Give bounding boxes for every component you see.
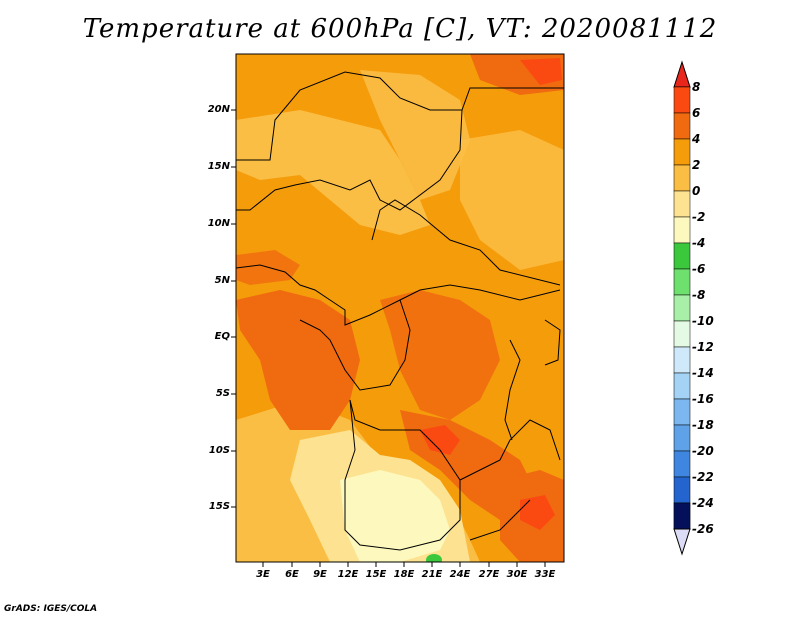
- colorbar-label: -24: [692, 496, 714, 510]
- colorbar-label: 8: [692, 80, 701, 94]
- colorbar-label: -22: [692, 470, 714, 484]
- colorbar-segment: [673, 424, 691, 452]
- colorbar-segment: [673, 450, 691, 478]
- lat-label: 20N: [207, 104, 230, 115]
- colorbar-segment: [673, 216, 691, 244]
- colorbar-segment: [673, 346, 691, 374]
- colorbar-segment: [673, 242, 691, 270]
- temperature-field: [236, 54, 564, 562]
- lon-label: 6E: [285, 569, 299, 580]
- field-region-0to2-sahara: [360, 70, 470, 200]
- map-title: Temperature at 600hPa [C], VT: 202008111…: [82, 14, 718, 44]
- colorbar-top-arrow: [673, 60, 691, 88]
- lat-label: 5S: [215, 388, 230, 399]
- lon-label: 33E: [534, 569, 556, 580]
- lat-label: EQ: [214, 331, 230, 342]
- field-region-4to6-west-coast: [236, 290, 360, 430]
- border-line: [236, 71, 564, 161]
- lon-label: 9E: [313, 569, 327, 580]
- colorbar-segment: [673, 398, 691, 426]
- lon-label: 24E: [449, 569, 471, 580]
- field-region-6to8-katanga-core: [420, 425, 460, 455]
- colorbar-segment: [673, 86, 691, 114]
- colorbar-label: -14: [692, 366, 714, 380]
- colorbar-segment: [673, 268, 691, 296]
- border-line: [459, 419, 561, 481]
- colorbar-label: -8: [692, 288, 706, 302]
- border-line: [236, 264, 561, 326]
- lat-label: 10N: [207, 218, 230, 229]
- colorbar-label: -12: [692, 340, 714, 354]
- colorbar-segment: [673, 502, 691, 530]
- lon-label: 27E: [478, 569, 500, 580]
- field-region-4to6-central: [380, 290, 500, 420]
- footer-credit: GrADS: IGES/COLA: [4, 604, 98, 614]
- colorbar-label: -2: [692, 210, 706, 224]
- border-line: [544, 319, 561, 366]
- colorbar-label: -10: [692, 314, 714, 328]
- field-region-0to2-east: [460, 130, 564, 270]
- colorbar-segment: [673, 476, 691, 504]
- colorbar-segment: [673, 320, 691, 348]
- colorbar-segment: [673, 294, 691, 322]
- lon-label: 12E: [337, 569, 359, 580]
- border-line: [371, 199, 561, 286]
- field-region-minus4to-2-south: [340, 470, 450, 562]
- border-line: [236, 109, 463, 211]
- colorbar-label: -4: [692, 236, 706, 250]
- axis-ticks: [231, 109, 546, 567]
- lon-label: 18E: [393, 569, 415, 580]
- colorbar-label: -16: [692, 392, 714, 406]
- border-line: [344, 399, 461, 551]
- colorbar-segment: [673, 164, 691, 192]
- colorbar-segment: [673, 190, 691, 218]
- plot-frame: [235, 53, 565, 563]
- lat-label: 15N: [207, 161, 230, 172]
- colorbar-label: -6: [692, 262, 706, 276]
- lat-label: 5N: [214, 275, 230, 286]
- colorbar-label: -18: [692, 418, 714, 432]
- colorbar-label: -26: [692, 522, 714, 536]
- colorbar-label: 0: [692, 184, 701, 198]
- field-region-6to8-mozambique-core: [520, 495, 555, 530]
- lon-label: 15E: [365, 569, 387, 580]
- lat-label: 15S: [208, 501, 230, 512]
- colorbar-bottom-arrow: [673, 528, 691, 556]
- lon-label: 21E: [421, 569, 443, 580]
- border-line: [299, 299, 411, 391]
- colorbar-segment: [673, 372, 691, 400]
- colorbar-label: 2: [692, 158, 701, 172]
- lat-label: 10S: [208, 445, 230, 456]
- colorbar-segment: [673, 138, 691, 166]
- field-region-6to8-sudan: [520, 58, 562, 85]
- field-region-0to2-north: [236, 110, 430, 235]
- coastlines-and-borders: [236, 71, 564, 551]
- border-line: [469, 499, 531, 541]
- colorbar: [673, 60, 691, 556]
- lon-label: 30E: [506, 569, 528, 580]
- colorbar-label: -20: [692, 444, 714, 458]
- lon-label: 3E: [256, 569, 270, 580]
- border-line: [504, 339, 521, 441]
- colorbar-label: 4: [692, 132, 701, 146]
- colorbar-segment: [673, 112, 691, 140]
- colorbar-label: 6: [692, 106, 701, 120]
- field-region-green-spot: [426, 554, 442, 562]
